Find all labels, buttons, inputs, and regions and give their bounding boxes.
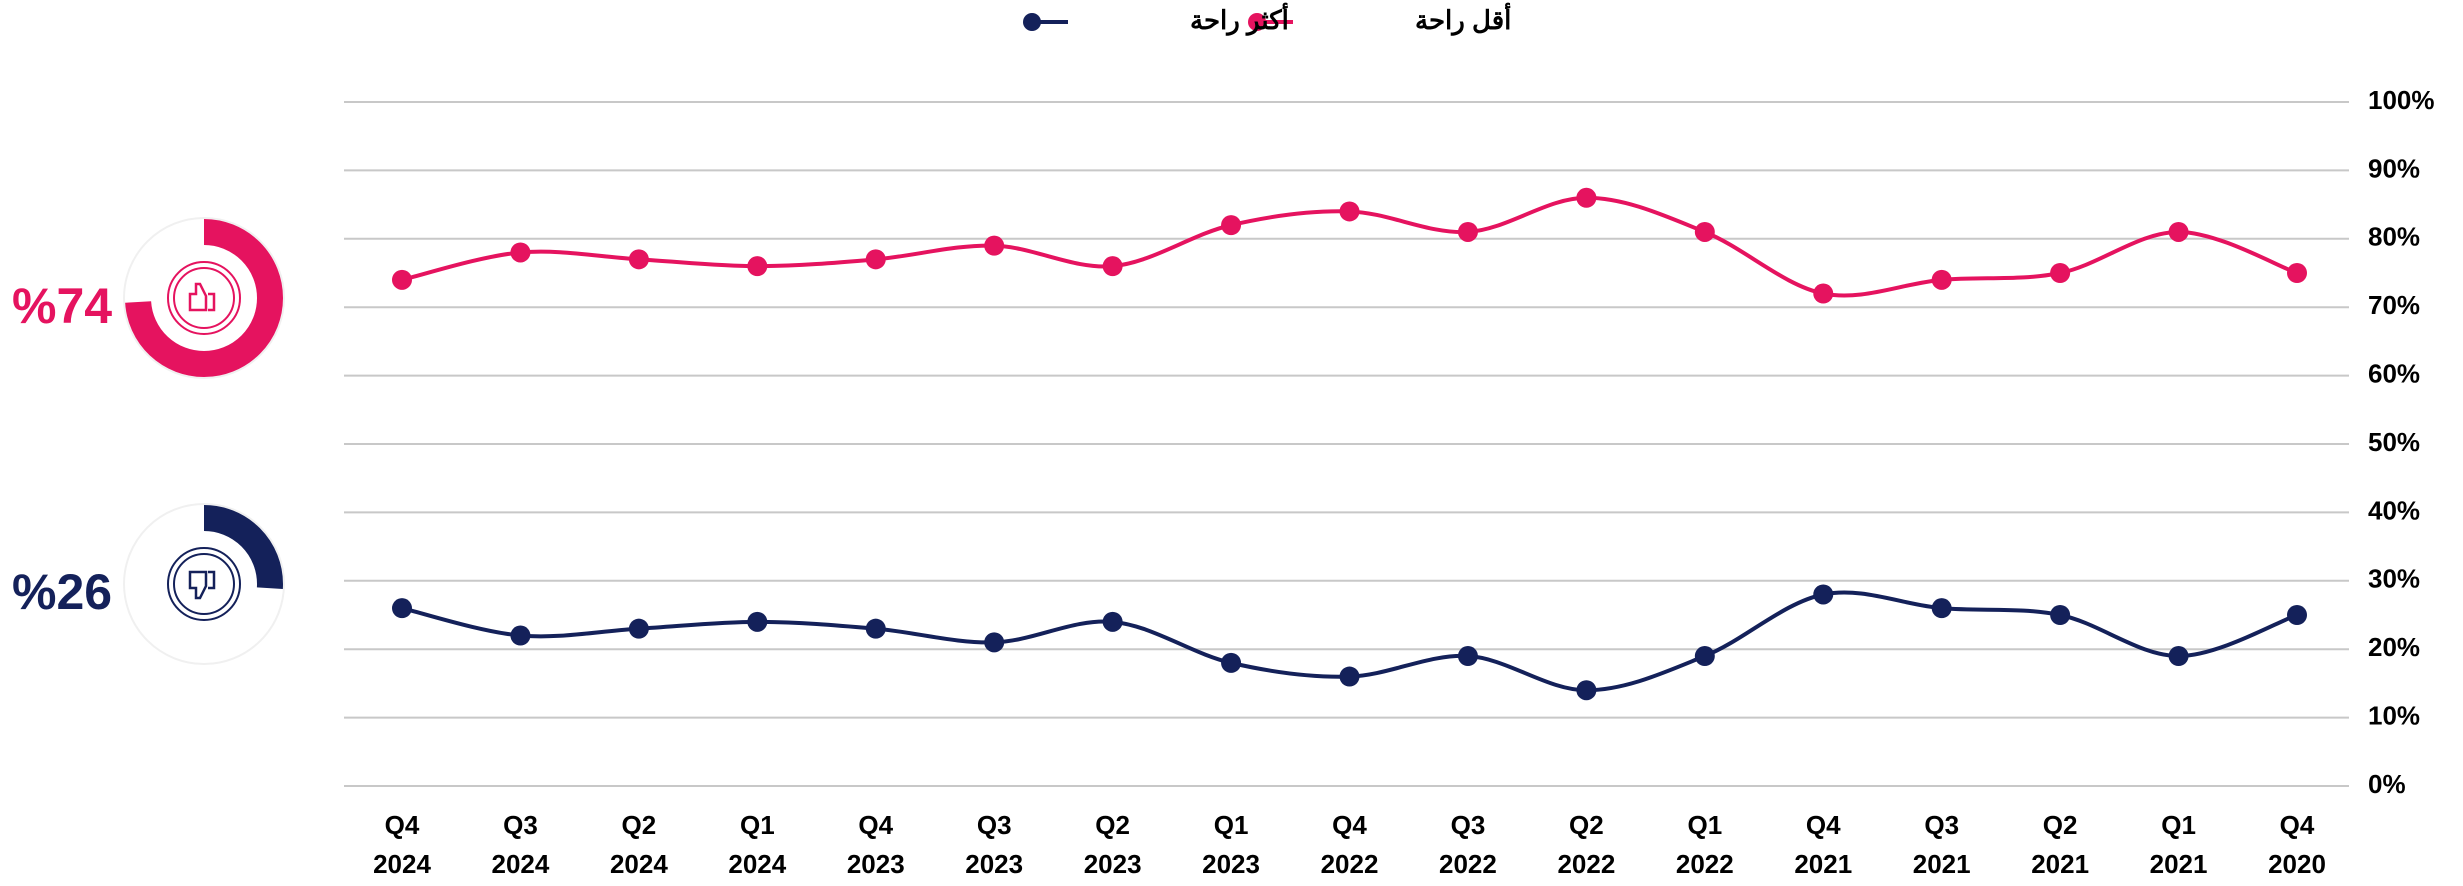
donut-arc [125, 219, 283, 377]
legend-item: أكثر راحة [1023, 2, 1289, 36]
data-point [1694, 221, 1715, 242]
summary-label: %26 [12, 564, 112, 620]
x-tick-label: Q2 [1569, 810, 1604, 840]
data-point [1813, 283, 1834, 304]
summary-donut: %74 [12, 217, 285, 379]
data-point [984, 235, 1005, 256]
data-point [392, 269, 412, 290]
data-point [2287, 263, 2307, 283]
icon-ring [167, 547, 241, 621]
summary-donut: %26 [12, 503, 285, 665]
data-point [1931, 269, 1952, 290]
data-point [1457, 221, 1478, 242]
data-point [1931, 598, 1952, 619]
icon-ring [173, 267, 235, 329]
data-point [628, 618, 649, 639]
x-tick-label: 2021 [2031, 849, 2089, 879]
x-tick-label: 2022 [1439, 849, 1497, 879]
data-point [747, 611, 768, 632]
icon-ring [167, 261, 241, 335]
x-tick-label: Q2 [1095, 810, 1130, 840]
x-tick-label: Q4 [1332, 810, 1367, 840]
data-point [865, 618, 886, 639]
donut-arc [125, 505, 283, 663]
x-tick-label: 2021 [1794, 849, 1852, 879]
legend-marker [1023, 13, 1041, 31]
x-tick-label: Q4 [1806, 810, 1841, 840]
data-point [1813, 584, 1834, 605]
data-point [2168, 221, 2189, 242]
data-point [1221, 215, 1242, 236]
x-tick-label: Q1 [1214, 810, 1249, 840]
data-point [392, 598, 412, 619]
x-tick-label: 2024 [728, 849, 786, 879]
x-tick-label: 2020 [2268, 849, 2326, 879]
x-tick-label: 2023 [847, 849, 905, 879]
x-tick-label: 2024 [373, 849, 431, 879]
data-point [510, 242, 531, 263]
y-tick-label: 20% [2368, 632, 2420, 662]
y-tick-label: 90% [2368, 153, 2420, 183]
x-tick-label: Q4 [858, 810, 893, 840]
legend-marker [1248, 13, 1266, 31]
x-tick-label: 2022 [1321, 849, 1379, 879]
y-tick-label: 30% [2368, 564, 2420, 594]
x-tick-label: Q3 [1924, 810, 1959, 840]
data-point [628, 249, 649, 270]
x-tick-label: Q3 [977, 810, 1012, 840]
y-tick-label: 80% [2368, 222, 2420, 252]
data-point [984, 632, 1005, 653]
data-point [1576, 680, 1597, 701]
x-tick-label: 2021 [2150, 849, 2208, 879]
thumb-icon [188, 570, 216, 600]
x-tick-label: 2024 [610, 849, 668, 879]
x-tick-label: Q2 [2043, 810, 2078, 840]
data-point [1339, 666, 1360, 687]
data-point [2050, 263, 2071, 283]
x-tick-label: Q4 [385, 810, 420, 840]
y-tick-label: 10% [2368, 700, 2420, 730]
data-point [1221, 652, 1242, 673]
y-tick-label: 50% [2368, 427, 2420, 457]
data-point [1576, 187, 1597, 208]
data-point [2287, 605, 2307, 625]
data-point [865, 249, 886, 270]
y-tick-label: 100% [2368, 85, 2435, 115]
x-tick-label: 2024 [492, 849, 550, 879]
y-tick-label: 70% [2368, 290, 2420, 320]
legend-label: أكثر راحة [1190, 2, 1289, 36]
x-tick-label: 2021 [1913, 849, 1971, 879]
thumb-icon [188, 282, 216, 312]
x-tick-label: Q1 [740, 810, 775, 840]
legend-item: أقل راحة [1248, 2, 1511, 36]
x-tick-label: 2022 [1557, 849, 1615, 879]
data-point [1339, 201, 1360, 222]
x-tick-label: Q4 [2280, 810, 2315, 840]
x-tick-label: 2022 [1676, 849, 1734, 879]
icon-ring [173, 553, 235, 615]
data-point [747, 256, 768, 277]
data-point [1102, 256, 1123, 277]
legend-label: أقل راحة [1415, 2, 1511, 36]
x-tick-label: 2023 [1084, 849, 1142, 879]
data-point [2050, 605, 2071, 625]
data-point [1457, 646, 1478, 667]
x-tick-label: Q1 [2161, 810, 2196, 840]
y-tick-label: 60% [2368, 358, 2420, 388]
data-point [1694, 646, 1715, 667]
data-point [510, 625, 531, 646]
data-point [2168, 646, 2189, 667]
x-tick-label: 2023 [1202, 849, 1260, 879]
y-tick-label: 40% [2368, 495, 2420, 525]
summary-label: %74 [12, 278, 112, 334]
x-tick-label: Q2 [622, 810, 657, 840]
x-tick-label: Q3 [503, 810, 538, 840]
x-tick-label: Q3 [1451, 810, 1486, 840]
data-point [1102, 611, 1123, 632]
legend: أقل راحة أكثر راحة [1023, 2, 1511, 36]
x-tick-label: 2023 [965, 849, 1023, 879]
y-tick-label: 0% [2368, 769, 2406, 799]
x-tick-label: Q1 [1687, 810, 1722, 840]
